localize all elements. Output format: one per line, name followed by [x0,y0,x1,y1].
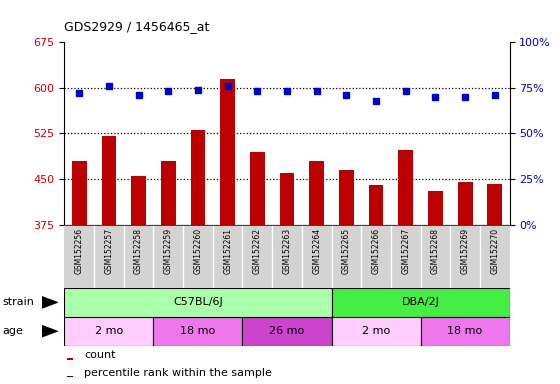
Bar [67,376,73,377]
Text: GSM152261: GSM152261 [223,228,232,274]
Bar [131,176,146,225]
Text: GSM152267: GSM152267 [401,228,410,274]
Bar [279,173,295,225]
Bar [67,358,73,360]
Text: 18 mo: 18 mo [180,326,216,336]
Bar [64,288,332,317]
Text: 2 mo: 2 mo [95,326,123,336]
Text: age: age [3,326,24,336]
Text: GSM152257: GSM152257 [104,228,114,274]
Text: 26 mo: 26 mo [269,326,305,336]
Text: DBA/2J: DBA/2J [402,297,440,308]
Bar [250,152,265,225]
Text: percentile rank within the sample: percentile rank within the sample [85,367,272,377]
Text: GSM152260: GSM152260 [193,228,203,274]
Bar [458,182,473,225]
Text: GSM152262: GSM152262 [253,228,262,274]
Text: 18 mo: 18 mo [447,326,483,336]
Text: GSM152265: GSM152265 [342,228,351,274]
Text: GSM152269: GSM152269 [460,228,470,274]
Text: GSM152264: GSM152264 [312,228,321,274]
Text: GSM152270: GSM152270 [490,228,500,274]
Text: GSM152258: GSM152258 [134,228,143,274]
Text: GSM152266: GSM152266 [371,228,381,274]
Bar [309,161,324,225]
Polygon shape [42,296,59,309]
Text: C57BL/6J: C57BL/6J [173,297,223,308]
Text: GDS2929 / 1456465_at: GDS2929 / 1456465_at [64,20,210,33]
Bar [368,185,384,225]
Text: GSM152268: GSM152268 [431,228,440,274]
Bar [190,131,206,225]
Text: 2 mo: 2 mo [362,326,390,336]
Text: GSM152263: GSM152263 [282,228,292,274]
Bar [421,317,510,346]
Bar [64,317,153,346]
Text: strain: strain [3,297,35,308]
Bar [487,184,502,225]
Bar [161,161,176,225]
Bar [339,170,354,225]
Text: GSM152256: GSM152256 [74,228,84,274]
Text: GSM152259: GSM152259 [164,228,173,274]
Bar [101,136,116,225]
Bar [428,191,443,225]
Polygon shape [42,325,59,338]
Bar [398,151,413,225]
Bar [332,288,510,317]
Bar [220,79,235,225]
Bar [72,161,87,225]
Text: count: count [85,350,116,360]
Bar [332,317,421,346]
Bar [153,317,242,346]
Bar [242,317,332,346]
